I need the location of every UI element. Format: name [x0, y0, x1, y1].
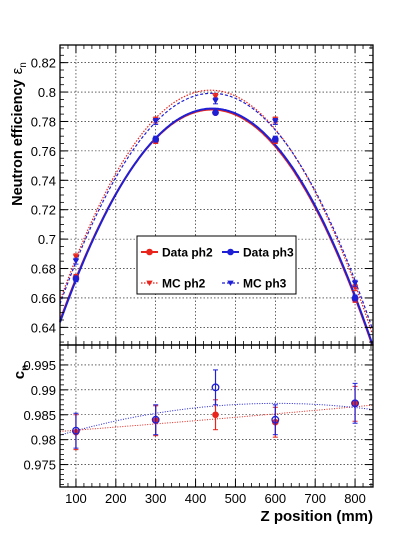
ratio-ph3-point	[71, 426, 80, 435]
mc-ph2-point	[72, 254, 80, 260]
top-panel: 0.64 0.66 0.68 0.7 0.72 0.74 0.76 0.78 0.8 0.82 N…	[9, 44, 374, 346]
mc-ph3-point	[212, 98, 219, 104]
top-points	[72, 93, 359, 303]
mc-ph2-point	[212, 94, 219, 100]
data-ph3-point	[272, 135, 279, 143]
top-ytick-label: 0.7	[38, 232, 56, 247]
data-ph3-point	[351, 294, 359, 302]
ratio-ph3-point	[351, 399, 360, 408]
mc-ph3-point	[152, 119, 159, 125]
bottom-ytick-label: 0.98	[31, 433, 56, 448]
x-tick-label: 600	[264, 491, 286, 506]
ratio-ph2-point	[212, 411, 219, 419]
fit-curve-data-ph3	[59, 107, 374, 345]
top-y-axis-title: Neutron efficiencyεn	[9, 62, 29, 206]
top-ytick-label: 0.64	[31, 320, 56, 335]
mc-ph3-point	[351, 280, 359, 287]
bottom-xtick-labels: 100 200 300 400 500 600 700 800	[65, 491, 366, 506]
mc-ph3-point	[272, 119, 279, 125]
top-ytick-label: 0.72	[31, 203, 56, 218]
x-tick-label: 800	[344, 491, 366, 506]
bottom-ytick-label: 0.975	[23, 458, 56, 473]
legend-marker	[146, 248, 153, 256]
top-ytick-label: 0.78	[31, 114, 56, 129]
mc-ph3-point	[72, 258, 80, 265]
legend-box	[136, 235, 297, 295]
x-tick-label: 700	[304, 491, 326, 506]
legend-label: MC ph2	[162, 277, 206, 291]
top-ytick-label: 0.66	[31, 291, 56, 306]
x-tick-label: 500	[225, 491, 247, 506]
bottom-ytick-label: 0.99	[31, 383, 56, 398]
fit-curve-mc-ph2	[59, 89, 373, 334]
legend-label: Data ph2	[162, 246, 213, 260]
legend-marker	[227, 280, 234, 286]
ratio-ph3-point	[211, 383, 220, 392]
x-axis-title: Z position (mm)	[261, 508, 374, 525]
bottom-plot-frame	[59, 344, 374, 488]
legend: Data ph2 MC ph2 Data ph3 MC ph3	[136, 235, 297, 295]
ratio-fit-curve-ph3	[59, 402, 373, 436]
bottom-ytick-label: 0.985	[23, 408, 56, 423]
top-ytick-label: 0.74	[31, 173, 56, 188]
top-ytick-label: 0.82	[31, 56, 56, 71]
legend-label: MC ph3	[243, 277, 287, 291]
bottom-ticks	[59, 345, 373, 487]
legend-label: Data ph3	[243, 246, 294, 260]
top-ticks	[59, 45, 373, 345]
top-ytick-labels: 0.64 0.66 0.68 0.7 0.72 0.74 0.76 0.78 0.8 0.82	[31, 56, 56, 336]
bottom-ytick-label: 0.995	[23, 358, 56, 373]
legend-marker	[146, 280, 153, 286]
data-ph3-point	[152, 135, 159, 143]
legend-marker	[227, 248, 234, 256]
top-ytick-label: 0.68	[31, 262, 56, 277]
bottom-panel: 0.975 0.98 0.985 0.99 0.995 100 200 300 400 500 6…	[11, 344, 374, 525]
x-tick-label: 400	[185, 491, 207, 506]
bottom-y-axis-title: cn	[11, 365, 31, 379]
bottom-points	[71, 369, 360, 451]
bottom-ytick-labels: 0.975 0.98 0.985 0.99 0.995	[23, 358, 56, 473]
top-ytick-label: 0.76	[31, 144, 56, 159]
x-tick-label: 300	[145, 491, 167, 506]
data-ph3-point	[212, 109, 219, 116]
x-tick-label: 200	[105, 491, 127, 506]
data-ph3-point	[72, 275, 80, 283]
top-grid	[60, 45, 373, 345]
x-tick-label: 100	[65, 491, 87, 506]
ratio-ph3-point	[151, 415, 160, 424]
ratio-ph3-point	[271, 415, 280, 424]
top-ytick-label: 0.8	[38, 85, 56, 100]
bottom-curves	[59, 402, 373, 436]
